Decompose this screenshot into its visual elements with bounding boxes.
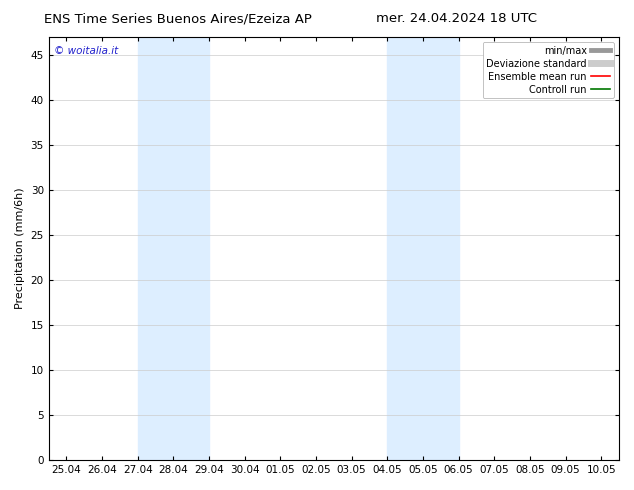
Text: © woitalia.it: © woitalia.it [55,46,119,55]
Bar [138,37,209,460]
Legend: min/max, Deviazione standard, Ensemble mean run, Controll run: min/max, Deviazione standard, Ensemble m… [482,42,614,98]
Bar [387,37,458,460]
Text: mer. 24.04.2024 18 UTC: mer. 24.04.2024 18 UTC [376,12,537,25]
Text: ENS Time Series Buenos Aires/Ezeiza AP: ENS Time Series Buenos Aires/Ezeiza AP [44,12,311,25]
Y-axis label: Precipitation (mm/6h): Precipitation (mm/6h) [15,188,25,309]
